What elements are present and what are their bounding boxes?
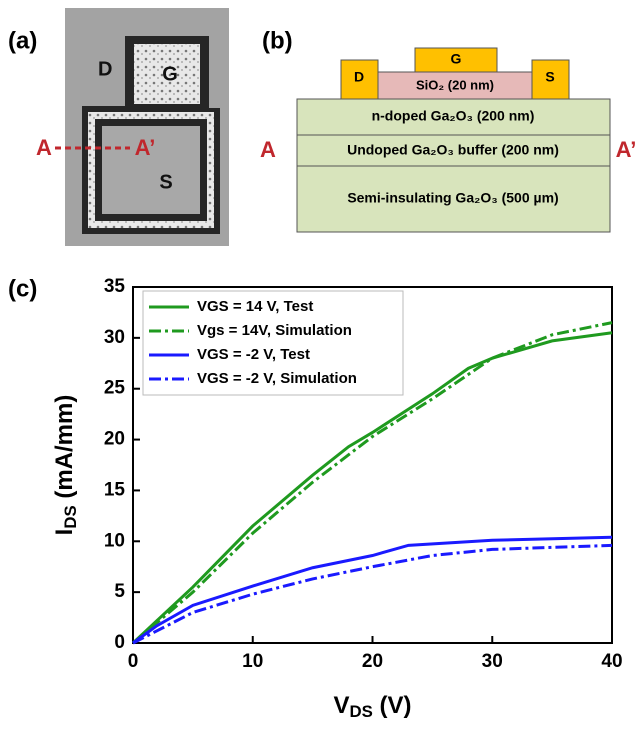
series-line [132, 543, 613, 645]
layer-label: Undoped Ga₂O₃ buffer (200 nm) [347, 142, 559, 158]
y-tick-label: 35 [104, 276, 126, 297]
panel-label: (b) [262, 27, 293, 54]
y-tick-label: 5 [114, 581, 125, 602]
x-tick-label: 40 [601, 651, 622, 672]
x-tick-label: 20 [362, 651, 383, 672]
legend-label: VGS = 14 V, Test [197, 298, 313, 315]
label-part: DS [61, 505, 80, 528]
source-contact: S [545, 69, 554, 85]
gate-label: G [162, 63, 178, 85]
oxide-label: SiO₂ (20 nm) [416, 77, 494, 92]
label-part: V [334, 692, 350, 719]
layer-label: Semi-insulating Ga₂O₃ (500 µm) [347, 190, 558, 206]
label-part: I [51, 529, 78, 536]
cut-start: A [260, 137, 276, 162]
y-tick-label: 0 [114, 632, 125, 653]
gate-contact: G [451, 51, 462, 67]
x-tick-label: 30 [482, 651, 503, 672]
legend-label: VGS = -2 V, Simulation [197, 370, 357, 387]
y-tick-label: 30 [104, 327, 125, 348]
label-part: (mA/mm) [51, 395, 78, 506]
x-tick-label: 10 [242, 651, 263, 672]
drain-label: D [98, 58, 112, 80]
panel-label: (a) [8, 27, 37, 54]
series-line [132, 535, 613, 645]
y-tick-label: 25 [104, 378, 126, 399]
label-part: (V) [373, 692, 412, 719]
cut-end: A’ [135, 135, 156, 160]
y-tick-label: 15 [104, 479, 126, 500]
series-line [131, 331, 613, 645]
micrograph [65, 8, 229, 246]
drain-contact: D [354, 69, 364, 85]
y-tick-label: 10 [104, 530, 125, 551]
x-tick-label: 0 [128, 651, 139, 672]
legend-label: VGS = -2 V, Test [197, 346, 310, 363]
cut-start: A [36, 135, 52, 160]
y-tick-label: 20 [104, 429, 125, 450]
cross-section [296, 47, 611, 233]
layer-label: n-doped Ga₂O₃ (200 nm) [372, 108, 535, 124]
panel-label: (c) [8, 275, 37, 302]
label-part: DS [350, 702, 373, 721]
x-axis-label: VDS (V) [334, 692, 412, 721]
legend-label: Vgs = 14V, Simulation [197, 322, 352, 339]
cut-end: A’ [616, 137, 637, 162]
y-axis-label: IDS (mA/mm) [51, 395, 80, 536]
series-line [132, 321, 613, 645]
source-label: S [159, 171, 172, 193]
